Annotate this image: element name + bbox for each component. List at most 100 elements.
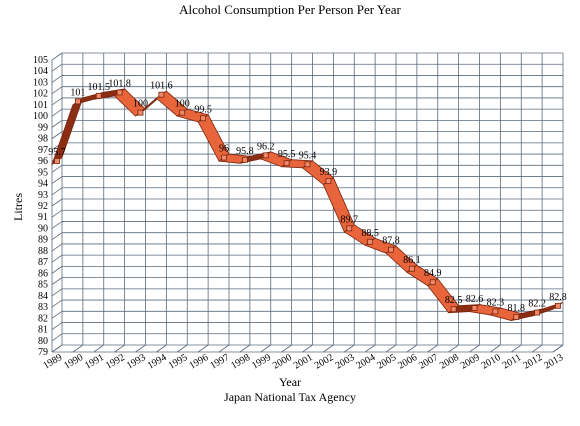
gridline-depth-left <box>51 131 63 139</box>
gridline-depth-left <box>51 299 63 308</box>
gridline-depth-floor <box>531 344 543 353</box>
x-tick-label: 2002 <box>313 352 336 372</box>
data-point-marker <box>513 314 520 320</box>
y-tick-label: 97 <box>38 145 48 156</box>
data-label: 100 <box>175 99 190 110</box>
data-point-marker <box>429 279 436 286</box>
gridline-depth-left <box>51 254 63 263</box>
gridline-depth-left <box>51 198 63 207</box>
y-tick-label: 86 <box>38 268 48 279</box>
y-tick-label: 96 <box>38 156 48 167</box>
data-label: 82.8 <box>549 292 567 303</box>
gridline-depth-floor <box>114 344 125 353</box>
data-label: 95.7 <box>48 147 66 158</box>
data-label: 82.5 <box>445 295 463 306</box>
data-point-marker <box>200 115 207 122</box>
y-tick-label: 90 <box>38 223 48 234</box>
y-tick-label: 85 <box>38 280 48 291</box>
floor-right-edge <box>552 344 564 353</box>
data-label: 82.3 <box>487 297 505 308</box>
data-point-marker <box>325 178 332 185</box>
data-label: 93.9 <box>320 167 338 178</box>
y-tick-label: 91 <box>38 212 48 223</box>
data-point-marker <box>137 109 144 116</box>
x-tick-label: 2008 <box>438 352 461 372</box>
y-tick-label: 101 <box>33 100 48 111</box>
gridline-depth-left <box>51 209 63 218</box>
data-point-marker <box>450 306 457 313</box>
data-point-marker <box>471 305 478 311</box>
x-tick-label: 2000 <box>271 352 294 372</box>
data-label: 84.9 <box>424 268 442 279</box>
data-point-marker <box>408 265 415 272</box>
x-tick-label: 1991 <box>83 352 106 372</box>
x-tick-label: 1996 <box>187 352 210 372</box>
y-tick-label: 81 <box>38 325 48 336</box>
gridline-depth-floor <box>427 344 438 353</box>
gridline-depth-floor <box>239 344 251 353</box>
y-tick-label: 84 <box>38 291 48 302</box>
y-tick-label: 93 <box>38 190 48 201</box>
data-label: 101 <box>70 87 85 98</box>
gridline-depth-left <box>51 277 63 285</box>
data-point-marker <box>388 246 394 253</box>
data-point-marker <box>54 158 60 164</box>
gridline-depth-floor <box>406 344 418 353</box>
gridline-depth-floor <box>344 344 355 353</box>
gridline-depth-left <box>51 288 63 297</box>
source-caption: Japan National Tax Agency <box>224 390 356 404</box>
y-tick-label: 89 <box>38 235 48 246</box>
data-label: 100 <box>133 99 148 110</box>
x-tick-label: 2003 <box>334 352 357 372</box>
y-tick-label: 94 <box>38 179 48 190</box>
data-label: 99.5 <box>194 104 212 115</box>
data-ribbon <box>51 88 564 321</box>
x-tick-label: 2006 <box>396 352 419 372</box>
gridline-depth-left <box>51 187 63 196</box>
data-label: 101.6 <box>150 81 173 92</box>
gridline-depth-floor <box>385 344 397 353</box>
data-point-marker <box>179 109 186 116</box>
gridline-depth-left <box>51 221 63 229</box>
data-point-marker <box>492 308 499 315</box>
data-point-marker <box>555 302 561 309</box>
x-tick-label: 2012 <box>521 352 544 372</box>
x-axis-ticks: 1989199019911992199319941995199619971998… <box>41 352 565 372</box>
data-point-marker <box>283 160 290 167</box>
y-tick-label: 103 <box>33 77 48 88</box>
x-tick-label: 2001 <box>292 352 315 372</box>
y-tick-label: 92 <box>38 201 48 212</box>
gridline-depth-floor <box>281 344 292 353</box>
y-tick-label: 80 <box>38 336 48 347</box>
gridline-depth-floor <box>490 344 501 353</box>
data-point-marker <box>346 225 353 232</box>
gridline-depth-left <box>51 310 63 319</box>
gridline-depth-floor <box>135 344 146 353</box>
gridline-depth-floor <box>323 344 334 353</box>
gridline-depth-floor <box>218 344 230 353</box>
y-tick-label: 95 <box>38 167 48 178</box>
data-point-marker <box>95 92 102 99</box>
data-point-marker <box>241 156 248 163</box>
x-tick-label: 2010 <box>480 352 503 372</box>
data-label: 95.4 <box>299 150 317 161</box>
gridline-depth-left <box>51 52 63 61</box>
y-tick-label: 83 <box>38 302 48 313</box>
data-label: 96 <box>219 144 229 155</box>
data-label: 95.8 <box>236 146 254 157</box>
x-tick-label: 1994 <box>146 352 169 372</box>
y-tick-label: 98 <box>38 134 48 145</box>
gridline-depth-left <box>51 232 63 241</box>
x-tick-label: 1999 <box>250 352 273 372</box>
gridline-depth-floor <box>51 344 63 353</box>
data-point-marker <box>116 89 123 96</box>
gridline-depth-left <box>51 176 63 184</box>
gridline-depth-left <box>51 108 63 117</box>
data-label: 86.1 <box>403 255 421 266</box>
data-point-marker <box>74 98 81 105</box>
data-label: 95.5 <box>278 149 296 160</box>
grid <box>51 52 564 353</box>
